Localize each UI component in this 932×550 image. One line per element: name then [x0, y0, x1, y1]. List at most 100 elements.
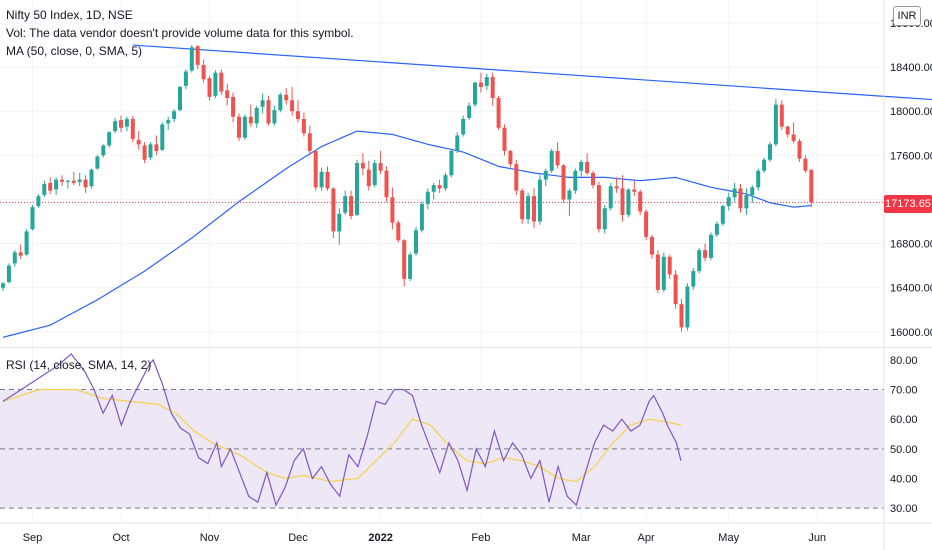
time-tick-label: Dec [288, 532, 308, 544]
candle-body [124, 118, 129, 127]
candle-body [284, 94, 289, 101]
candle-body [714, 223, 719, 235]
candle-body [555, 150, 560, 166]
rsi-tick-label: 80.00 [890, 355, 918, 367]
candle-body [449, 150, 454, 176]
candle-body [537, 179, 542, 222]
candle-body [484, 77, 489, 86]
candle-body [762, 159, 767, 171]
candle-body [1, 283, 5, 288]
price-tick-label: 18400.00 [890, 62, 932, 74]
candle-body [720, 206, 725, 224]
candle-body [779, 104, 784, 127]
candle-body [325, 171, 330, 189]
candle-body [732, 188, 737, 198]
candle-body [726, 197, 731, 207]
currency-label[interactable]: INR [893, 6, 921, 26]
candle-body [526, 196, 531, 220]
candle-body [608, 186, 613, 209]
candle-body [148, 144, 153, 158]
candle-body [785, 126, 790, 135]
candle-body [136, 139, 141, 145]
candle-body [225, 90, 230, 99]
candle-body [189, 47, 194, 71]
resistance-trendline [132, 44, 932, 101]
candle-body [219, 72, 224, 92]
candle-body [42, 184, 47, 196]
time-tick-label: May [718, 532, 739, 544]
candle-body [573, 170, 578, 191]
candles-layer[interactable] [1, 45, 814, 332]
candle-body [260, 100, 265, 107]
moving-average-line [2, 130, 812, 338]
candle-body [119, 120, 123, 128]
price-tick-label: 16000.00 [890, 327, 932, 339]
candle-body [579, 161, 584, 171]
candle-body [378, 163, 383, 171]
candle-body [667, 256, 672, 275]
candle-body [703, 250, 708, 258]
candle-body [514, 164, 519, 191]
candle-body [231, 96, 236, 117]
volume-note: Vol: The data vendor doesn't provide vol… [6, 26, 354, 40]
candle-body [390, 197, 395, 223]
last-price-tag: 17173.65 [884, 195, 932, 213]
time-tick-label: Oct [112, 532, 129, 544]
candle-body [490, 77, 495, 99]
candle-body [372, 163, 377, 186]
candle-body [408, 254, 413, 279]
candle-body [561, 165, 566, 200]
candle-body [242, 116, 247, 138]
candle-body [756, 170, 761, 188]
candle-body [77, 179, 82, 182]
candle-body [543, 170, 548, 180]
symbol-title[interactable]: Nifty 50 Index, 1D, NSE [6, 8, 133, 22]
candle-body [213, 72, 218, 96]
candle-body [36, 196, 41, 207]
candle-body [278, 94, 283, 111]
candle-body [691, 271, 696, 287]
candle-body [337, 213, 342, 232]
rsi-tick-label: 70.00 [890, 385, 918, 397]
candle-body [467, 105, 472, 118]
candle-body [396, 222, 401, 241]
candle-body [83, 179, 88, 188]
candle-body [313, 150, 318, 188]
candle-body [679, 304, 684, 328]
candle-body [532, 196, 536, 222]
time-tick-label: Sep [23, 532, 43, 544]
candle-body [803, 158, 808, 171]
candle-body [773, 104, 778, 145]
rsi-line [2, 353, 682, 507]
candle-body [30, 207, 35, 230]
candle-body [496, 98, 501, 128]
candle-body [461, 118, 466, 135]
candle-body [113, 121, 118, 132]
candle-body [319, 171, 324, 188]
candle-body [130, 118, 135, 139]
candle-body [478, 82, 483, 87]
candle-body [301, 118, 306, 134]
candle-body [154, 144, 159, 151]
candle-body [455, 135, 460, 151]
candle-body [473, 82, 477, 105]
ma-legend[interactable]: MA (50, close, 0, SMA, 5) [6, 44, 143, 58]
candle-body [24, 231, 29, 255]
rsi-band-layer [0, 389, 884, 509]
candle-body [744, 195, 749, 209]
candle-body [160, 124, 165, 150]
candle-body [638, 191, 643, 212]
trendline-layer[interactable] [132, 44, 932, 105]
rsi-tick-label: 60.00 [890, 414, 918, 426]
candle-body [290, 100, 295, 112]
candle-body [596, 185, 601, 230]
rsi-tick-label: 40.00 [890, 473, 918, 485]
candle-body [237, 116, 241, 138]
time-tick-label: Feb [471, 532, 490, 544]
candle-body [183, 71, 188, 86]
rsi-legend[interactable]: RSI (14, close, SMA, 14, 2) [6, 358, 152, 372]
candle-body [431, 185, 436, 192]
candle-body [585, 161, 590, 173]
